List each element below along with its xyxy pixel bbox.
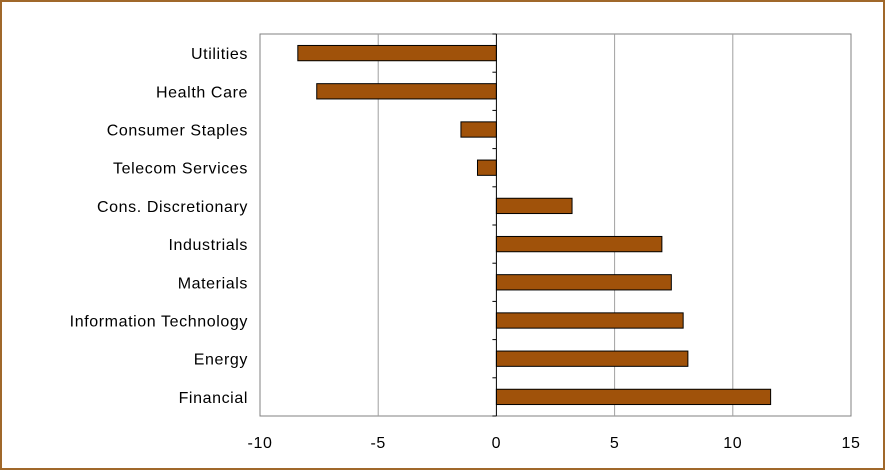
category-label: Materials — [178, 275, 248, 292]
category-label: Industrials — [168, 237, 248, 254]
zero-axis — [492, 33, 497, 417]
category-labels: Utilities Health Care Consumer Staples Tele… — [70, 46, 248, 407]
x-tick-label: -10 — [248, 435, 273, 452]
bar-utilities — [297, 44, 497, 62]
x-tick-label: 10 — [723, 435, 742, 452]
bar-financial — [495, 388, 772, 406]
category-label: Consumer Staples — [107, 123, 248, 140]
x-tick-label: 5 — [610, 435, 620, 452]
bar-energy — [495, 350, 689, 367]
category-label: Cons. Discretionary — [97, 199, 248, 216]
category-label: Utilities — [191, 46, 248, 63]
bar-materials — [495, 274, 672, 291]
x-tick-label: 0 — [492, 435, 502, 452]
bar-health-care — [316, 83, 497, 100]
category-label: Energy — [194, 352, 248, 369]
category-label: Information Technology — [70, 314, 248, 331]
bar-telecom-services — [476, 159, 497, 176]
category-label: Financial — [179, 390, 248, 407]
x-tick-labels: -10 -5 0 5 10 15 — [248, 435, 861, 452]
bar-information-technology — [495, 312, 684, 329]
category-label: Health Care — [156, 84, 248, 101]
x-tick-label: -5 — [370, 435, 385, 452]
bar-consumer-staples — [460, 121, 497, 138]
bar-cons-discretionary — [495, 197, 573, 215]
bar-industrials — [495, 235, 663, 253]
category-label: Telecom Services — [113, 161, 248, 178]
x-tick-label: 15 — [842, 435, 861, 452]
